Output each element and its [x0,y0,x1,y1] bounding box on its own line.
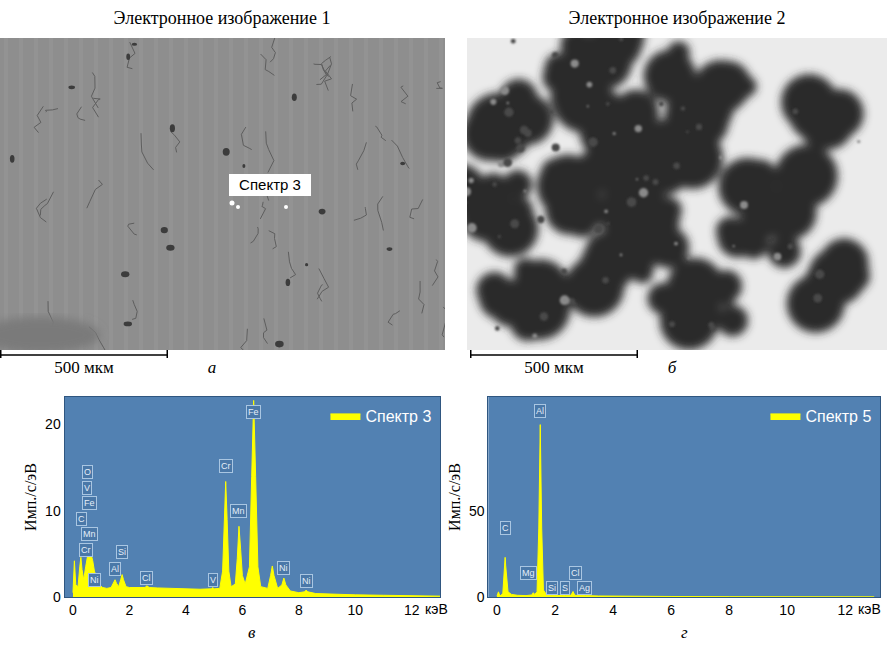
svg-text:Ni: Ni [279,563,288,573]
svg-text:50: 50 [469,503,485,519]
svg-text:кэВ: кэВ [858,601,881,617]
svg-text:Mn: Mn [83,529,96,539]
svg-text:Электронное изображение 2: Электронное изображение 2 [569,8,786,28]
svg-text:12: 12 [404,602,420,618]
svg-text:20: 20 [45,416,61,432]
svg-text:Cl: Cl [142,573,151,583]
svg-text:C: C [78,514,85,524]
svg-text:C: C [502,523,509,533]
svg-text:0: 0 [69,602,77,618]
svg-text:4: 4 [609,602,617,618]
svg-text:Fe: Fe [248,407,259,417]
svg-text:Ag: Ag [579,583,590,593]
svg-text:Ni: Ni [302,576,311,586]
svg-text:Cl: Cl [571,568,580,578]
svg-text:Спектр 3: Спектр 3 [365,408,431,425]
svg-text:б: б [668,358,677,377]
svg-text:V: V [210,575,216,585]
svg-text:S: S [562,583,568,593]
svg-text:Спектр 3: Спектр 3 [239,176,301,193]
svg-text:O: O [84,467,91,477]
svg-text:12: 12 [837,602,853,618]
svg-text:Mg: Mg [522,568,535,578]
svg-text:в: в [248,623,256,642]
svg-text:500 мкм: 500 мкм [524,358,584,377]
svg-text:Cr: Cr [221,461,231,471]
svg-text:8: 8 [295,602,303,618]
svg-text:Fe: Fe [84,498,95,508]
svg-text:10: 10 [779,602,795,618]
svg-text:Al: Al [536,406,544,416]
svg-text:10: 10 [348,602,364,618]
svg-text:Si: Si [118,547,126,557]
svg-text:Cr: Cr [81,545,91,555]
svg-text:Al: Al [111,564,119,574]
svg-text:6: 6 [238,602,246,618]
svg-text:Ni: Ni [90,575,99,585]
svg-text:0: 0 [493,602,501,618]
svg-text:Имп./с/эВ: Имп./с/эВ [446,463,463,531]
svg-text:4: 4 [182,602,190,618]
svg-text:0: 0 [53,589,61,605]
svg-text:2: 2 [551,602,559,618]
svg-text:2: 2 [126,602,134,618]
svg-text:а: а [208,358,217,377]
svg-text:0: 0 [477,589,485,605]
svg-text:кэВ: кэВ [425,601,448,617]
svg-text:8: 8 [725,602,733,618]
svg-text:6: 6 [667,602,675,618]
svg-text:V: V [84,483,90,493]
svg-text:10: 10 [45,503,61,519]
svg-text:500 мкм: 500 мкм [54,358,114,377]
svg-text:Спектр 5: Спектр 5 [805,408,871,425]
svg-text:Имп./с/эВ: Имп./с/эВ [22,463,39,531]
svg-text:Электронное изображение 1: Электронное изображение 1 [114,8,331,28]
svg-text:Mn: Mn [232,506,245,516]
svg-text:г: г [681,623,688,642]
svg-text:Si: Si [548,583,556,593]
